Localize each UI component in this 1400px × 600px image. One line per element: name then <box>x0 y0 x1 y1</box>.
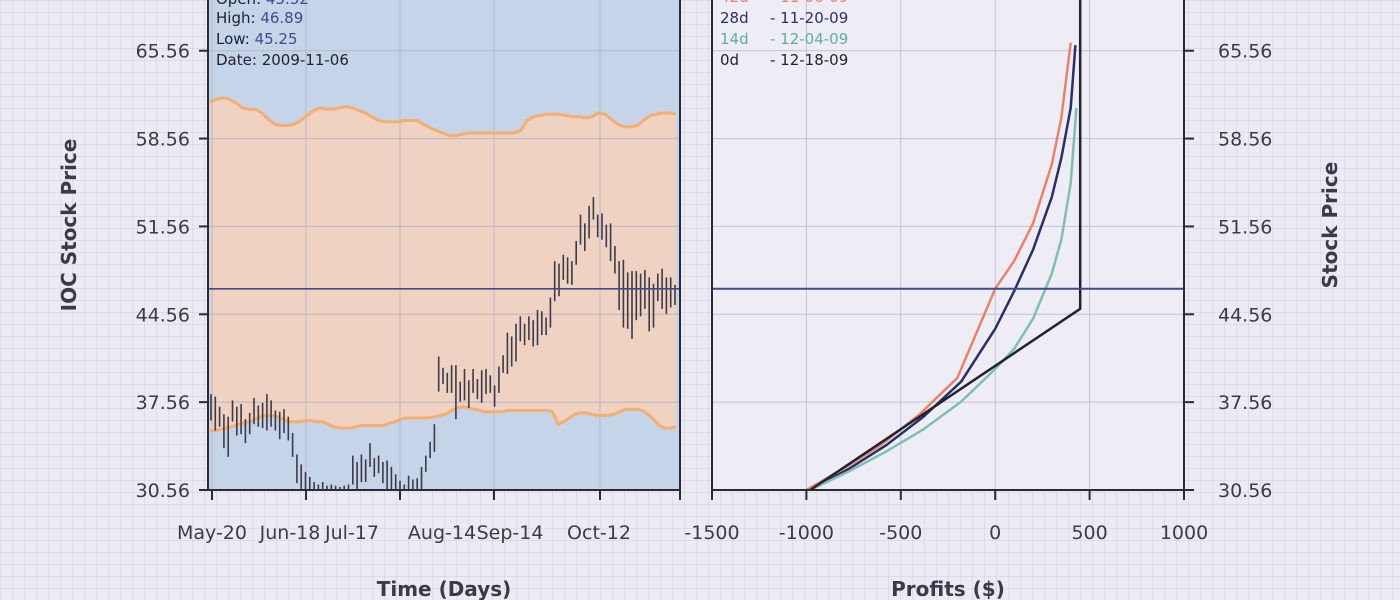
price-y-tick-label: 65.56 <box>136 41 190 63</box>
price-y-tick-label: 58.56 <box>136 129 190 151</box>
time-x-tick-label: Jul-17 <box>324 522 379 544</box>
open-value: 45.32 <box>266 0 309 8</box>
price-y-tick-label: 37.56 <box>136 392 190 414</box>
time-x-tick-label: Aug-14 <box>408 522 476 544</box>
legend-days: 28d <box>720 9 749 27</box>
legend-date: - 12-04-09 <box>770 30 848 48</box>
price-y-tick-label: 44.56 <box>136 304 190 326</box>
bollinger-upper-line <box>209 96 677 138</box>
profit-x-tick-label: 500 <box>1071 522 1107 544</box>
expiry-legend: 42d - 11-06-09 28d - 11-20-09 14d - 12-04-09 0… <box>720 0 848 69</box>
price-y-axis: 30.56 37.56 44.56 51.56 58.56 65.56 <box>136 41 208 502</box>
date-value: 2009-11-06 <box>262 51 349 69</box>
profit-x-axis: -1500 -1000 -500 0 500 1000 <box>684 489 1208 544</box>
date-line: Date: 2009-11-06 <box>216 51 349 69</box>
high-label: High: <box>216 9 256 27</box>
profit-x-tick-label: 0 <box>989 522 1001 544</box>
profit-y-tick-label: 58.56 <box>1218 129 1272 151</box>
price-y-tick-label: 30.56 <box>136 480 190 502</box>
price-y-axis-title: IOC Stock Price <box>57 139 81 312</box>
profit-line-0d <box>809 0 1082 492</box>
low-line: Low: 45.25 <box>216 30 298 48</box>
profit-y-tick-label: 44.56 <box>1218 304 1272 326</box>
low-label: Low: <box>216 30 250 48</box>
price-bars <box>210 197 676 490</box>
legend-days: 14d <box>720 30 749 48</box>
time-x-axis: May-20 Jun-18 Jul-17 Aug-14 Sep-14 Oct-12 <box>177 489 681 544</box>
profit-y-axis-title: Stock Price <box>1318 162 1342 289</box>
time-x-axis-title: Time (Days) <box>377 577 512 600</box>
profit-x-tick-label: -500 <box>879 522 922 544</box>
profit-diagram-panel: 42d - 11-06-09 28d - 11-20-09 14d - 12-04-09 0… <box>684 0 1342 600</box>
legend-date: - 11-20-09 <box>770 9 848 27</box>
high-line: High: 46.89 <box>216 9 303 27</box>
ohlc-info-box: Open: 45.32 High: 46.89 Low: 45.25 Date:… <box>216 0 349 69</box>
date-label: Date: <box>216 51 257 69</box>
profit-x-tick-label: 1000 <box>1160 522 1208 544</box>
profit-y-tick-label: 37.56 <box>1218 392 1272 414</box>
bollinger-band-fill <box>210 97 676 431</box>
profit-y-tick-label: 51.56 <box>1218 216 1272 238</box>
high-value: 46.89 <box>260 9 303 27</box>
profit-y-tick-label: 65.56 <box>1218 41 1272 63</box>
legend-date: - 12-18-09 <box>770 51 848 69</box>
legend-days: 0d <box>720 51 739 69</box>
profit-x-axis-title: Profits ($) <box>891 577 1005 600</box>
time-x-tick-label: Oct-12 <box>567 522 631 544</box>
profit-x-tick-label: -1000 <box>779 522 834 544</box>
low-value: 45.25 <box>255 30 298 48</box>
legend-days: 42d <box>720 0 749 6</box>
profit-y-tick-label: 30.56 <box>1218 480 1272 502</box>
profit-line-28d <box>809 45 1077 492</box>
profit-panel-background <box>712 0 1184 490</box>
time-x-tick-label: May-20 <box>177 522 247 544</box>
time-x-tick-label: Jun-18 <box>259 522 321 544</box>
profit-y-axis: 30.56 37.56 44.56 51.56 58.56 65.56 <box>1184 41 1272 502</box>
open-line: Open: 45.32 <box>216 0 309 8</box>
time-x-tick-label: Sep-14 <box>477 522 544 544</box>
price-history-panel: Open: 45.32 High: 46.89 Low: 45.25 Date:… <box>57 0 681 600</box>
legend-date: - 11-06-09 <box>770 0 848 6</box>
open-label: Open: <box>216 0 261 8</box>
price-y-tick-label: 51.56 <box>136 216 190 238</box>
profit-x-tick-label: -1500 <box>684 522 739 544</box>
